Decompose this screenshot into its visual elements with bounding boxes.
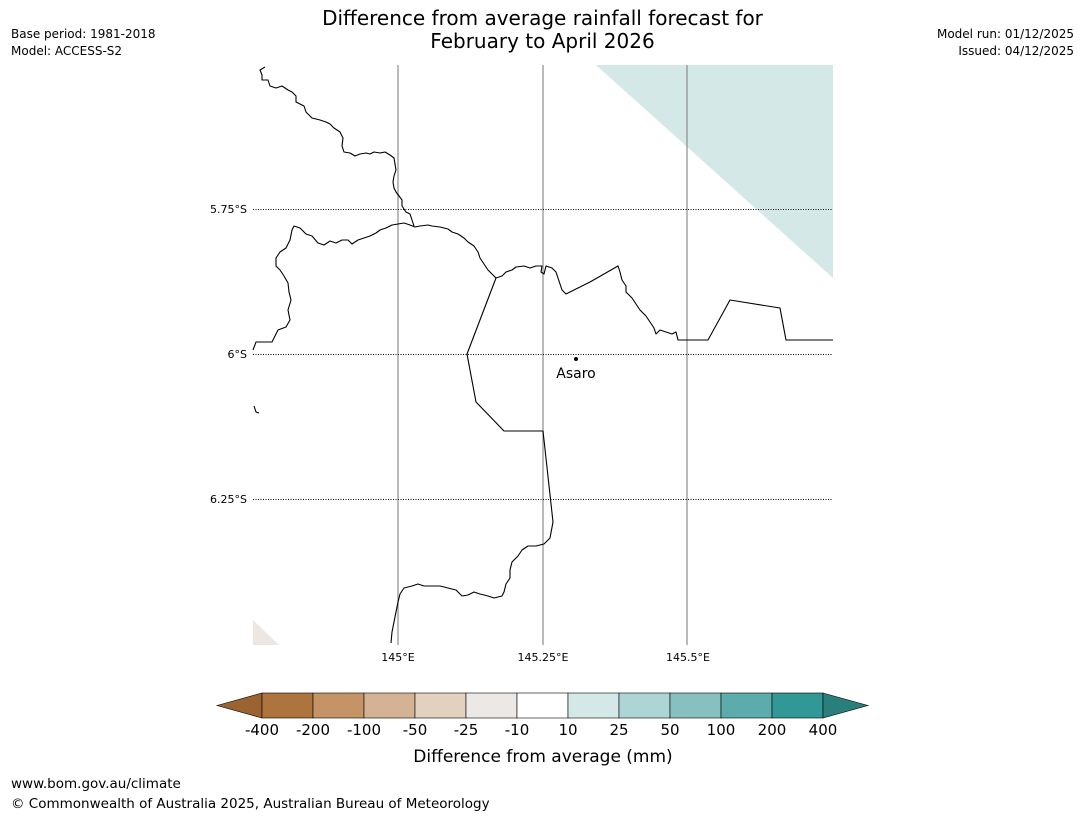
boundary-west-upper (259, 66, 415, 227)
colorbar-tick-label: 50 (660, 721, 679, 739)
colorbar-title: Difference from average (mm) (413, 747, 672, 767)
colorbar-extend-low (215, 692, 263, 719)
chart-title: Difference from average rainfall forecas… (0, 7, 1085, 53)
colorbar-tick-label: 400 (809, 721, 838, 739)
title-line-2: February to April 2026 (430, 29, 655, 53)
footer-url[interactable]: www.bom.gov.au/climate (11, 776, 181, 792)
colorbar-segment (618, 692, 671, 719)
issued-text: Issued: 04/12/2025 (958, 44, 1074, 58)
colorbar-tick-label: 10 (558, 721, 577, 739)
boundaries (252, 66, 833, 644)
shaded-region-light-brown (253, 620, 279, 645)
colorbar-tick-label: 25 (609, 721, 628, 739)
colorbar-tick-label: -10 (505, 721, 530, 739)
colorbar-segment (567, 692, 620, 719)
colorbar-tick-label: 200 (758, 721, 787, 739)
boundary-south-link (390, 277, 554, 644)
parallels (253, 209, 833, 500)
colorbar: -400 -200 -100 -50 -25 -10 10 25 50 100 200 400 (215, 692, 870, 739)
asaro-marker (574, 357, 578, 361)
model-text: Model: ACCESS-S2 (11, 44, 123, 58)
place-asaro: Asaro (556, 357, 596, 382)
lon-labels: 145°E 145.25°E 145.5°E (381, 651, 710, 664)
footer-copyright: © Commonwealth of Australia 2025, Austra… (11, 796, 490, 812)
map-area (253, 65, 833, 645)
colorbar-extend-high (822, 692, 870, 719)
base-period-text: Base period: 1981-2018 (11, 27, 156, 41)
colorbar-tick-label: -50 (403, 721, 428, 739)
colorbar-segment (771, 692, 824, 719)
colorbar-tick-label: -25 (454, 721, 479, 739)
colorbar-tick-label: -400 (245, 721, 279, 739)
lat-label-5-75s: 5.75°S (210, 203, 247, 216)
colorbar-segment (465, 692, 518, 719)
colorbar-segment (414, 692, 467, 719)
boundary-small-mark (253, 405, 260, 414)
title-line-1: Difference from average rainfall forecas… (322, 6, 763, 30)
meta-left: Base period: 1981-2018 Model: ACCESS-S2 (11, 26, 156, 60)
boundary-central (252, 222, 833, 351)
colorbar-segment (516, 692, 569, 719)
lat-label-6-25s: 6.25°S (210, 493, 247, 506)
lat-label-6s: 6°S (228, 348, 247, 361)
colorbar-segment (261, 692, 314, 719)
model-run-text: Model run: 01/12/2025 (936, 27, 1074, 41)
colorbar-tick-label: -200 (296, 721, 330, 739)
colorbar-segment (669, 692, 722, 719)
lon-label-145-5e: 145.5°E (666, 651, 710, 664)
asaro-label: Asaro (556, 366, 595, 382)
colorbar-segment (363, 692, 416, 719)
colorbar-tick-label: -100 (347, 721, 381, 739)
lat-labels: 5.75°S 6°S 6.25°S (210, 203, 247, 506)
footer: www.bom.gov.au/climate © Commonwealth of… (11, 774, 490, 814)
colorbar-segment (720, 692, 773, 719)
shaded-region-light-teal (596, 65, 833, 278)
colorbar-tick-label: 100 (707, 721, 736, 739)
lon-label-145-25e: 145.25°E (518, 651, 569, 664)
colorbar-segment (312, 692, 365, 719)
lon-label-145e: 145°E (381, 651, 414, 664)
meta-right: Model run: 01/12/2025 Issued: 04/12/2025 (937, 26, 1074, 60)
